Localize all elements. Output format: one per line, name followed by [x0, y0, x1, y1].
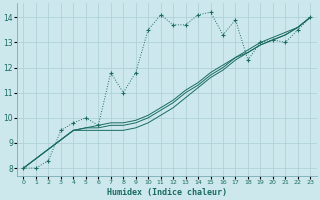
X-axis label: Humidex (Indice chaleur): Humidex (Indice chaleur) — [107, 188, 227, 197]
